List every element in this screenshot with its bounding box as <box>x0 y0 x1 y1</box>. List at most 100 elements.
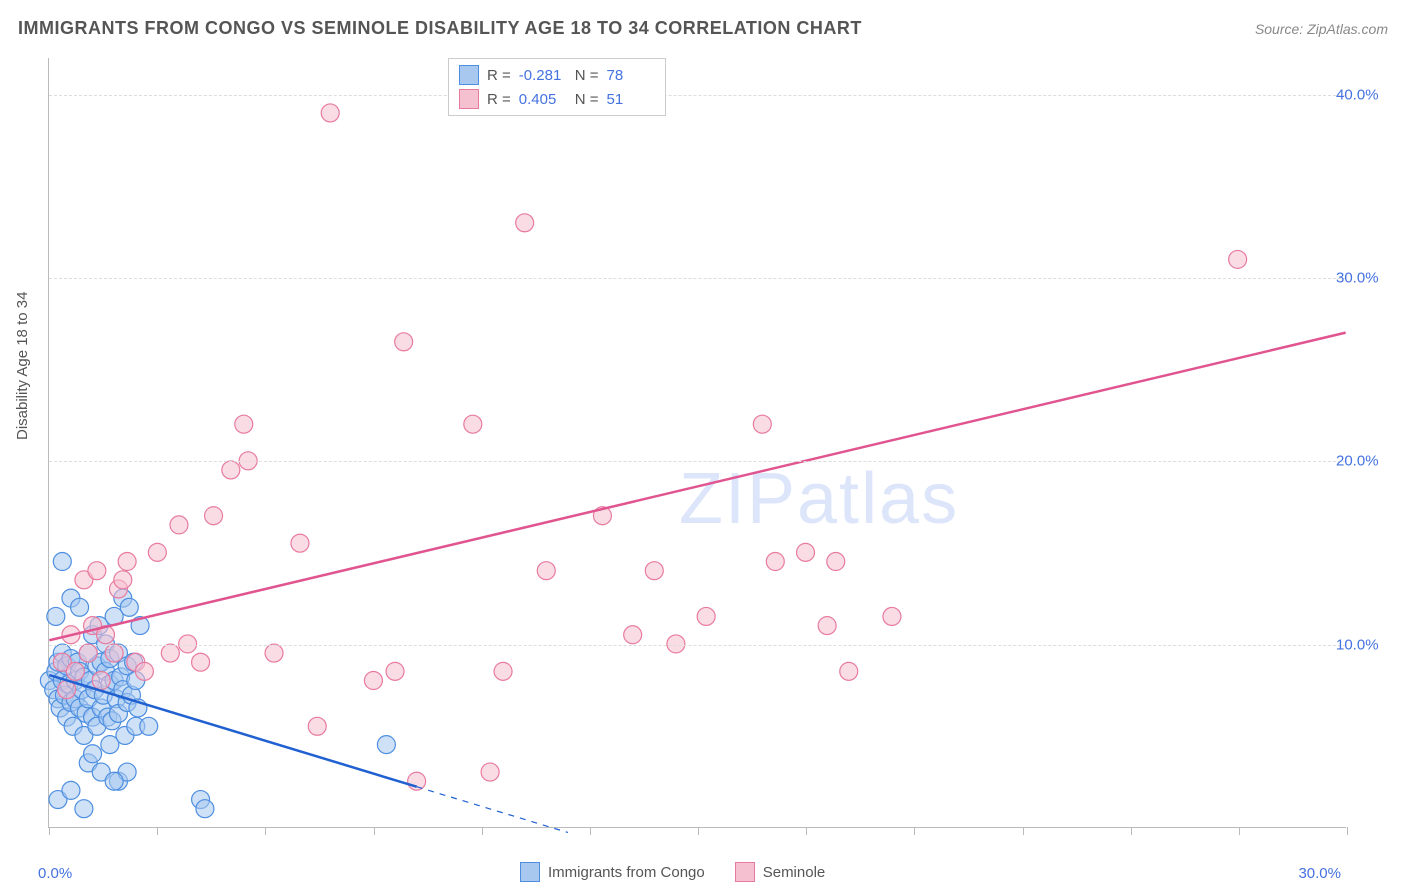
x-tick <box>806 827 807 835</box>
legend-swatch <box>459 89 479 109</box>
x-tick <box>374 827 375 835</box>
scatter-point <box>79 644 97 662</box>
scatter-point <box>66 662 84 680</box>
x-tick <box>1347 827 1348 835</box>
scatter-point <box>84 745 102 763</box>
y-tick-label: 20.0% <box>1336 453 1396 470</box>
trend-line-extrapolated <box>417 787 568 833</box>
x-tick <box>265 827 266 835</box>
scatter-point <box>105 644 123 662</box>
legend-item: Immigrants from Congo <box>520 862 705 882</box>
scatter-point <box>205 507 223 525</box>
y-tick-label: 30.0% <box>1336 270 1396 287</box>
scatter-point <box>92 672 110 690</box>
scatter-point <box>75 800 93 818</box>
scatter-point <box>766 553 784 571</box>
scatter-point <box>840 662 858 680</box>
scatter-point <box>53 553 71 571</box>
gridline <box>49 278 1346 279</box>
scatter-point <box>464 415 482 433</box>
scatter-point <box>395 333 413 351</box>
scatter-point <box>105 772 123 790</box>
legend-label: Seminole <box>763 864 826 881</box>
scatter-point <box>88 562 106 580</box>
scatter-point <box>47 607 65 625</box>
scatter-point <box>364 672 382 690</box>
r-label: R = <box>487 91 511 108</box>
scatter-point <box>308 717 326 735</box>
legend-swatch <box>735 862 755 882</box>
stats-row: R = -0.281 N = 78 <box>459 63 655 87</box>
x-tick <box>49 827 50 835</box>
correlation-stats-box: R = -0.281 N = 78 R = 0.405 N = 51 <box>448 58 666 116</box>
x-tick <box>698 827 699 835</box>
scatter-point <box>321 104 339 122</box>
gridline <box>49 95 1346 96</box>
scatter-point <box>624 626 642 644</box>
legend-swatch <box>459 65 479 85</box>
scatter-point <box>140 717 158 735</box>
scatter-point <box>192 653 210 671</box>
gridline <box>49 645 1346 646</box>
x-tick <box>1023 827 1024 835</box>
scatter-point <box>148 543 166 561</box>
r-value: 0.405 <box>519 91 567 108</box>
x-tick <box>590 827 591 835</box>
chart-svg <box>49 58 1346 827</box>
scatter-point <box>235 415 253 433</box>
x-tick <box>914 827 915 835</box>
scatter-point <box>818 617 836 635</box>
n-value: 78 <box>607 67 655 84</box>
gridline <box>49 461 1346 462</box>
scatter-point <box>101 736 119 754</box>
scatter-point <box>537 562 555 580</box>
legend-item: Seminole <box>735 862 826 882</box>
x-tick <box>1239 827 1240 835</box>
n-label: N = <box>575 91 599 108</box>
x-axis-start-label: 0.0% <box>38 865 72 882</box>
scatter-point <box>797 543 815 561</box>
scatter-point <box>120 598 138 616</box>
x-axis-end-label: 30.0% <box>1298 865 1341 882</box>
scatter-point <box>196 800 214 818</box>
legend-label: Immigrants from Congo <box>548 864 705 881</box>
scatter-point <box>62 781 80 799</box>
bottom-legend: Immigrants from Congo Seminole <box>520 862 825 882</box>
y-axis-label: Disability Age 18 to 34 <box>14 292 31 440</box>
plot-area: ZIPatlas 10.0%20.0%30.0%40.0% <box>48 58 1346 828</box>
r-label: R = <box>487 67 511 84</box>
scatter-point <box>291 534 309 552</box>
scatter-point <box>883 607 901 625</box>
x-tick <box>157 827 158 835</box>
r-value: -0.281 <box>519 67 567 84</box>
scatter-point <box>516 214 534 232</box>
n-value: 51 <box>607 91 655 108</box>
chart-source: Source: ZipAtlas.com <box>1255 21 1388 37</box>
scatter-point <box>1229 250 1247 268</box>
scatter-point <box>161 644 179 662</box>
scatter-point <box>697 607 715 625</box>
chart-title: IMMIGRANTS FROM CONGO VS SEMINOLE DISABI… <box>18 18 862 39</box>
n-label: N = <box>575 67 599 84</box>
y-tick-label: 40.0% <box>1336 86 1396 103</box>
scatter-point <box>494 662 512 680</box>
scatter-point <box>170 516 188 534</box>
y-tick-label: 10.0% <box>1336 636 1396 653</box>
stats-row: R = 0.405 N = 51 <box>459 87 655 111</box>
scatter-point <box>481 763 499 781</box>
legend-swatch <box>520 862 540 882</box>
scatter-point <box>135 662 153 680</box>
scatter-point <box>645 562 663 580</box>
scatter-point <box>753 415 771 433</box>
chart-header: IMMIGRANTS FROM CONGO VS SEMINOLE DISABI… <box>18 18 1388 39</box>
scatter-point <box>222 461 240 479</box>
x-tick <box>482 827 483 835</box>
scatter-point <box>118 553 136 571</box>
scatter-point <box>265 644 283 662</box>
trend-line <box>49 333 1345 641</box>
scatter-point <box>114 571 132 589</box>
scatter-point <box>71 598 89 616</box>
scatter-point <box>827 553 845 571</box>
scatter-point <box>386 662 404 680</box>
x-tick <box>1131 827 1132 835</box>
